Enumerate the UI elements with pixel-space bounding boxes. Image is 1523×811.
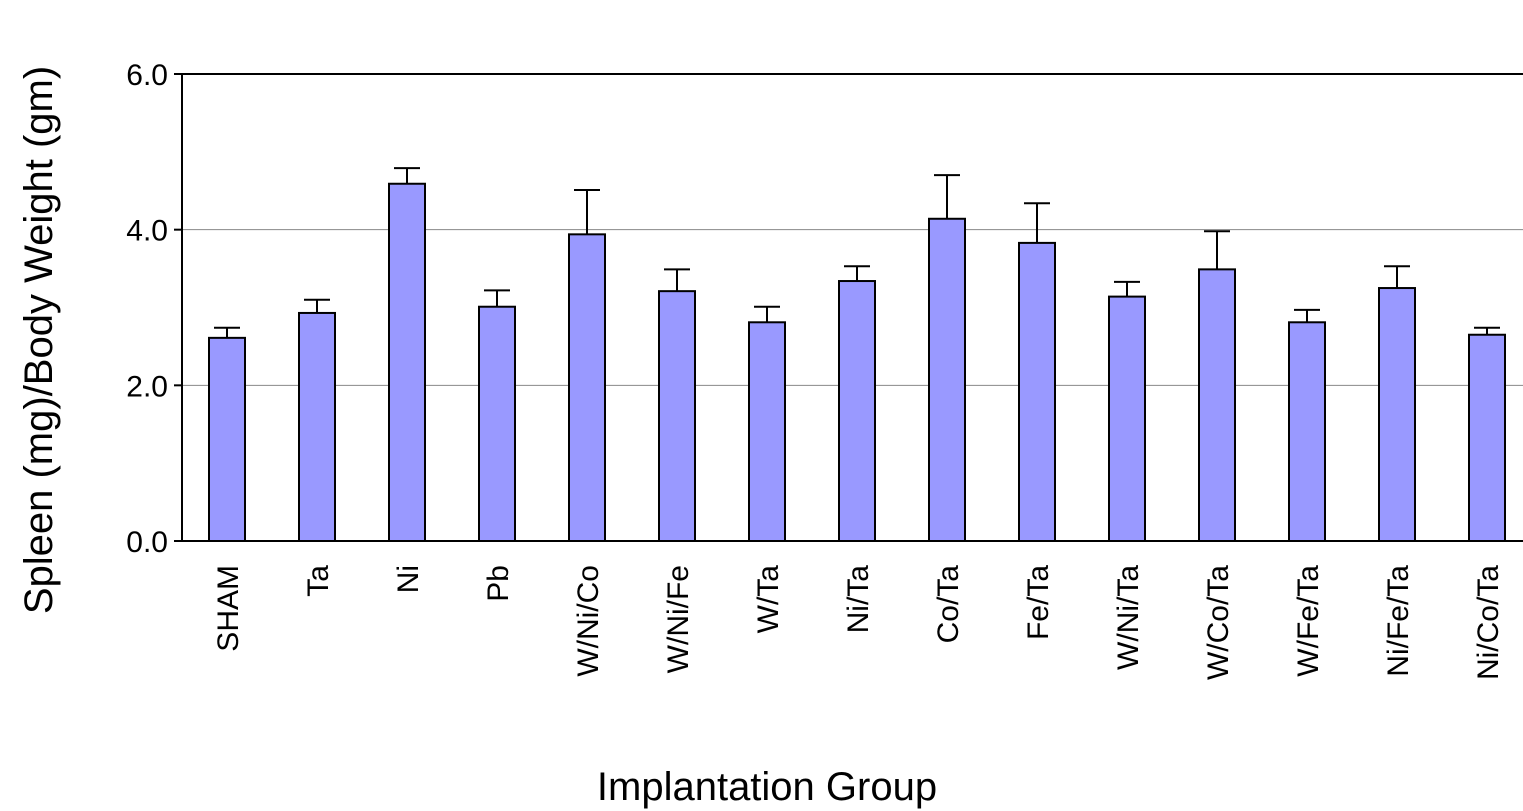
bar xyxy=(388,182,426,542)
x-tick-label: Ni/Fe/Ta xyxy=(1382,565,1415,677)
bar xyxy=(658,290,696,542)
x-tick-label: Ni xyxy=(392,565,425,593)
x-tick-label: Fe/Ta xyxy=(1022,565,1055,640)
x-tick-label: W/Co/Ta xyxy=(1202,565,1235,680)
x-tick-label: Pb xyxy=(482,565,515,602)
x-tick-label: Ni/Ta xyxy=(842,565,875,634)
bar xyxy=(928,217,966,543)
x-tick-label: Ta xyxy=(302,565,335,597)
bar xyxy=(1018,241,1056,542)
x-axis-label: Implantation Group xyxy=(597,765,937,809)
y-tick-label: 6.0 xyxy=(126,59,168,92)
bar xyxy=(1198,268,1236,542)
bar xyxy=(1288,321,1326,542)
y-tick-label: 2.0 xyxy=(126,370,168,403)
bar xyxy=(1108,295,1146,542)
bar xyxy=(208,336,246,543)
bar xyxy=(568,233,606,542)
y-axis-label: Spleen (mg)/Body Weight (gm) xyxy=(17,66,61,614)
y-tick-label: 0.0 xyxy=(126,526,168,559)
x-tick-label: W/Fe/Ta xyxy=(1292,565,1325,677)
bar xyxy=(1468,333,1506,542)
x-tick-label: Ni/Co/Ta xyxy=(1472,565,1505,680)
bar xyxy=(478,305,516,543)
y-tick-label: 4.0 xyxy=(126,215,168,248)
x-tick-label: Co/Ta xyxy=(932,565,965,644)
bar xyxy=(1378,287,1416,542)
x-tick-label: W/Ta xyxy=(752,565,785,634)
x-tick-label: W/Ni/Fe xyxy=(662,565,695,673)
bar xyxy=(838,280,876,542)
x-tick-label: W/Ni/Ta xyxy=(1112,565,1145,670)
bar xyxy=(748,321,786,542)
x-tick-label: SHAM xyxy=(212,565,245,652)
x-tick-label: W/Ni/Co xyxy=(572,565,605,677)
bar xyxy=(298,311,336,542)
